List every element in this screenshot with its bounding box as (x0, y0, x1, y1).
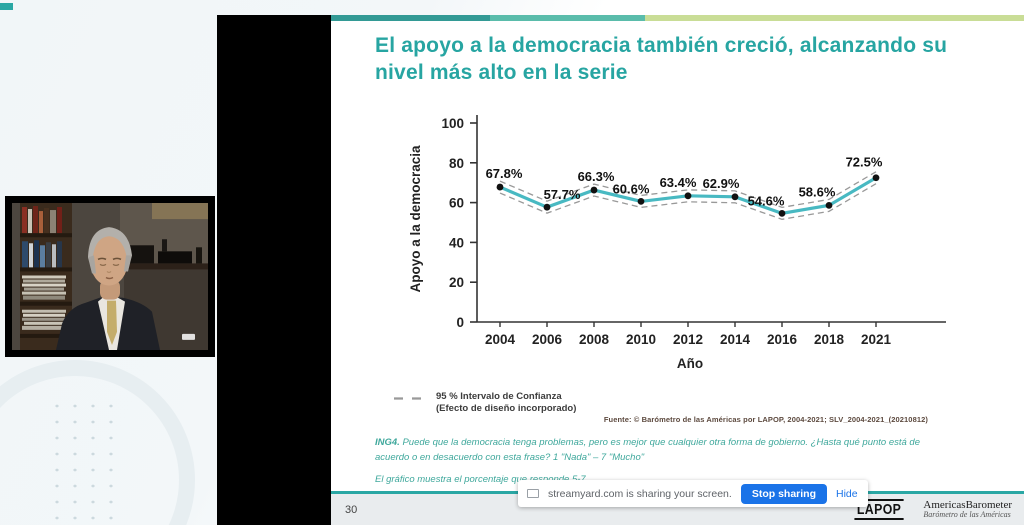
y-tick-label: 20 (449, 275, 464, 290)
brand-name: AmericasBarometer (923, 499, 1012, 512)
slide-top-accent-bar (331, 15, 1024, 21)
data-point-marker (496, 183, 504, 191)
data-point-marker (825, 201, 833, 209)
y-tick-label: 100 (441, 116, 464, 131)
x-tick-label: 2018 (814, 332, 845, 347)
question-id: ING4. (375, 437, 400, 448)
y-axis-title: Apoyo a la democracia (408, 145, 423, 293)
data-point-label: 63.4% (660, 175, 697, 190)
data-point-label: 62.9% (703, 176, 740, 191)
x-tick-label: 2006 (532, 332, 563, 347)
legend-line-2: (Efecto de diseño incorporado) (436, 402, 577, 414)
data-point-label: 54.6% (748, 193, 785, 208)
chart-note: El gráfico muestra el porcentaje que res… (375, 474, 586, 485)
data-point-marker (731, 193, 739, 201)
data-point-label: 66.3% (578, 169, 615, 184)
screenshare-letterbox (217, 15, 331, 525)
data-point-marker (872, 174, 880, 182)
x-tick-label: 2016 (767, 332, 798, 347)
y-tick-label: 60 (449, 196, 464, 211)
data-point-label: 72.5% (846, 155, 883, 170)
data-point-label: 57.7% (544, 187, 581, 202)
y-tick-label: 40 (449, 235, 464, 250)
x-tick-label: 2008 (579, 332, 610, 347)
stop-sharing-button[interactable]: Stop sharing (740, 483, 827, 504)
slide-title: El apoyo a la democracia también creció,… (375, 34, 948, 84)
data-point-marker (778, 209, 786, 217)
chart-source-note: Fuente: © Barómetro de las Américas por … (603, 415, 928, 424)
data-point-label: 60.6% (613, 181, 650, 196)
data-point-marker (543, 203, 551, 211)
x-tick-label: 2014 (720, 332, 751, 347)
page-number: 30 (345, 503, 358, 516)
screen-share-notification: streamyard.com is sharing your screen. S… (518, 480, 868, 507)
data-point-label: 58.6% (799, 184, 836, 199)
democracy-support-line-chart: 0 20 40 60 80 100 2004 2006 2008 2010 2012 2014 2016… (390, 105, 970, 375)
x-tick-label: 2004 (485, 332, 516, 347)
x-tick-label: 2012 (673, 332, 703, 347)
chart-legend: 95 % Intervalo de Confianza (Efecto de d… (394, 391, 576, 415)
question-body: Puede que la democracia tenga problemas,… (375, 437, 920, 463)
chart-canvas: 0 20 40 60 80 100 2004 2006 2008 2010 2012 2014 2016… (408, 115, 946, 371)
x-axis-title: Año (677, 356, 703, 371)
data-point-marker (590, 186, 598, 194)
x-tick-label: 2010 (626, 332, 656, 347)
data-point-label: 67.8% (486, 166, 523, 181)
y-tick-label: 0 (456, 315, 464, 330)
ci-upper-line (499, 171, 877, 209)
ci-lower-line (499, 183, 877, 220)
americasbarometer-logo: AmericasBarometer Barómetro de las Améri… (923, 499, 1012, 520)
y-tick-label: 80 (449, 156, 464, 171)
legend-line-1: 95 % Intervalo de Confianza (436, 391, 562, 402)
presenter-video-feed (12, 203, 208, 350)
survey-question-text: ING4. Puede que la democracia tenga prob… (375, 436, 933, 465)
x-tick-label: 2021 (861, 332, 892, 347)
hide-notification-link[interactable]: Hide (836, 487, 858, 500)
lapop-logo: LAPOP (854, 499, 905, 520)
data-point-marker (637, 198, 645, 205)
notification-text: streamyard.com is sharing your screen. (548, 487, 732, 500)
brand-subtitle: Barómetro de las Américas (923, 510, 1011, 520)
presenter-video (5, 196, 215, 357)
screenshare-monitor-icon (527, 489, 539, 498)
presentation-slide: El apoyo a la democracia también creció,… (331, 15, 1024, 525)
confidence-interval-dash-icon (394, 397, 424, 400)
backdrop-accent-dash (0, 3, 13, 10)
backdrop-dot-grid-decor (48, 398, 126, 520)
data-point-marker (684, 192, 692, 200)
